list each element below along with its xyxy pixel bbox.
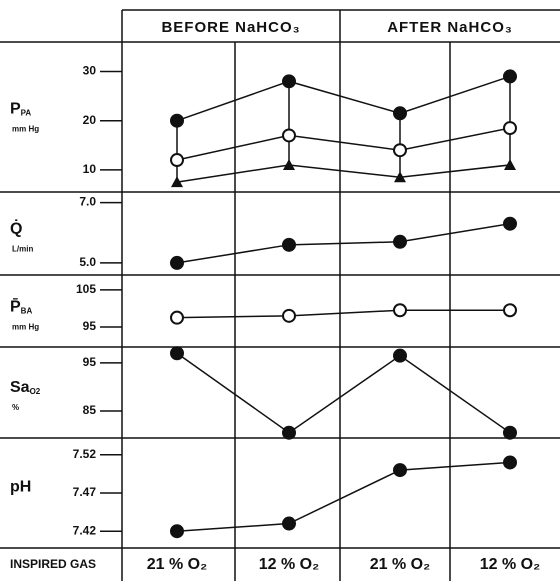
y-tick-label: 20 — [83, 113, 97, 127]
y-label-symbol: pH — [10, 479, 31, 496]
data-point — [504, 158, 516, 170]
data-point — [170, 346, 184, 361]
y-axis-label: P̄BA — [10, 297, 32, 316]
data-point — [394, 171, 406, 183]
group-header: BEFORE NaHCO₃ — [161, 19, 300, 36]
y-label-subscript: PA — [21, 109, 32, 118]
y-axis-unit: % — [12, 403, 19, 412]
y-label-symbol: Sa — [10, 379, 30, 396]
y-tick-label: 7.0 — [79, 195, 96, 209]
y-label-symbol: P — [10, 101, 21, 118]
data-point — [503, 303, 517, 318]
y-tick-label: 85 — [83, 403, 97, 417]
data-point — [503, 455, 517, 470]
y-tick-label: 105 — [76, 282, 96, 296]
series-line — [176, 222, 511, 264]
y-label-symbol: Q̇ — [10, 219, 22, 237]
x-tick-label: 12 % O₂ — [480, 556, 540, 573]
series-line — [176, 352, 511, 434]
data-point — [282, 516, 296, 531]
data-point — [393, 234, 407, 249]
y-tick-label: 10 — [83, 162, 97, 176]
series-line — [176, 461, 511, 532]
x-axis-title: INSPIRED GAS — [10, 557, 96, 571]
data-point — [282, 74, 296, 89]
series-line — [176, 309, 510, 319]
data-point — [393, 303, 407, 318]
data-point — [170, 310, 184, 325]
y-axis-label: Q̇ — [10, 219, 22, 237]
y-tick-label: 5.0 — [79, 255, 96, 269]
series-line — [176, 127, 511, 161]
data-point — [282, 425, 296, 440]
y-axis-label: pH — [10, 479, 31, 496]
data-point — [393, 106, 407, 121]
y-tick-label: 7.52 — [73, 447, 97, 461]
series-line — [176, 75, 511, 122]
data-point — [503, 121, 517, 136]
y-label-symbol: P̄ — [10, 297, 21, 316]
data-point — [393, 463, 407, 478]
group-header: AFTER NaHCO₃ — [387, 19, 513, 36]
x-tick-label: 21 % O₂ — [370, 556, 430, 573]
y-axis-label: PPA — [10, 101, 31, 118]
y-label-subscript: O2 — [30, 387, 41, 396]
y-axis-unit: mm Hg — [12, 125, 39, 134]
data-point — [282, 237, 296, 252]
data-point — [170, 153, 184, 168]
data-point — [170, 524, 184, 539]
y-tick-label: 7.47 — [73, 485, 97, 499]
series-line — [176, 164, 511, 183]
data-point — [282, 128, 296, 143]
y-label-subscript: BA — [21, 307, 33, 316]
y-axis-label: SaO2 — [10, 379, 41, 396]
data-point — [393, 143, 407, 158]
y-tick-label: 95 — [83, 319, 97, 333]
data-point — [282, 308, 296, 323]
y-axis-unit: mm Hg — [12, 323, 39, 332]
data-point — [283, 158, 295, 170]
x-tick-label: 12 % O₂ — [259, 556, 319, 573]
y-axis-unit: L/min — [12, 244, 33, 253]
data-point — [503, 69, 517, 84]
data-point — [170, 113, 184, 128]
data-point — [170, 255, 184, 270]
y-tick-label: 30 — [83, 64, 97, 78]
x-tick-label: 21 % O₂ — [147, 556, 207, 573]
y-tick-label: 95 — [83, 355, 97, 369]
data-point — [503, 216, 517, 231]
y-tick-label: 7.42 — [73, 523, 97, 537]
data-point — [503, 425, 517, 440]
data-point — [393, 348, 407, 363]
data-point — [171, 176, 183, 188]
